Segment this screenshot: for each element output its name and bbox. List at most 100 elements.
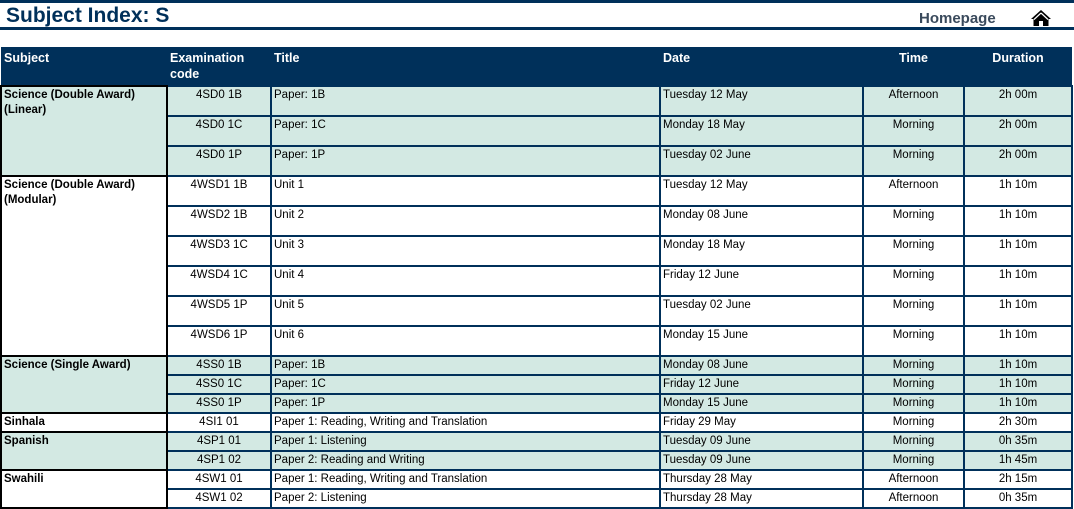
page-title: Subject Index: S [6, 4, 170, 27]
subject-cell: Spanish [0, 431, 168, 471]
exam-timetable: Subject Examination code Title Date Time… [0, 47, 1073, 509]
title-cell: Unit 5 [270, 295, 661, 327]
exam-code-cell: 4SP1 01 [166, 431, 272, 452]
time-cell: Morning [862, 205, 965, 237]
home-icon[interactable] [1030, 9, 1052, 27]
table-row: 4SS0 1C Paper: 1C Friday 12 June Morning 1h … [1, 374, 1073, 395]
title-cell: Paper: 1B [270, 355, 661, 376]
table-row: 4WSD2 1B Unit 2 Monday 08 June Morning 1h 10… [1, 205, 1073, 237]
header-subject: Subject [1, 47, 167, 86]
table-header-row: Subject Examination code Title Date Time… [1, 47, 1072, 86]
date-cell: Monday 18 May [659, 235, 864, 267]
exam-code-cell: 4WSD3 1C [166, 235, 272, 267]
table-row: 4WSD6 1P Unit 6 Monday 15 June Morning 1h 10… [1, 325, 1073, 357]
date-cell: Tuesday 09 June [659, 431, 864, 452]
duration-cell: 1h 10m [963, 355, 1073, 376]
date-cell: Friday 12 June [659, 374, 864, 395]
title-cell: Unit 6 [270, 325, 661, 357]
table-row: 4SP1 02 Paper 2: Reading and Writing Tuesd… [1, 450, 1073, 471]
header-exam-code: Examination code [167, 47, 271, 86]
table-row: 4SD0 1P Paper: 1P Tuesday 02 June Morning 2h… [1, 145, 1073, 177]
time-cell: Morning [862, 265, 965, 297]
title-cell: Paper: 1B [270, 85, 661, 117]
table-row: 4SD0 1C Paper: 1C Monday 18 May Morning 2h 0… [1, 115, 1073, 147]
time-cell: Morning [862, 295, 965, 327]
table-row: Science (Double Award) (Modular) 4WSD1 1B… [0, 175, 1073, 357]
table-row: 4WSD4 1C Unit 4 Friday 12 June Morning 1h 10… [1, 265, 1073, 297]
title-cell: Paper 1: Listening [270, 431, 661, 452]
duration-cell: 2h 15m [963, 469, 1073, 490]
title-cell: Paper: 1C [270, 115, 661, 147]
duration-cell: 1h 10m [963, 325, 1073, 357]
exam-code-cell: 4SI1 01 [166, 412, 272, 433]
duration-cell: 2h 30m [963, 412, 1073, 433]
time-cell: Afternoon [862, 85, 965, 117]
duration-cell: 1h 10m [963, 235, 1073, 267]
date-cell: Thursday 28 May [659, 488, 864, 509]
time-cell: Morning [862, 235, 965, 267]
title-cell: Unit 4 [270, 265, 661, 297]
homepage-link[interactable]: Homepage [919, 10, 996, 27]
table-row: Sinhala 4SI1 01 Paper 1: Reading, Writing … [0, 412, 1073, 433]
time-cell: Afternoon [862, 488, 965, 509]
duration-cell: 1h 10m [963, 205, 1073, 237]
date-cell: Tuesday 02 June [659, 295, 864, 327]
time-cell: Morning [862, 374, 965, 395]
title-cell: Paper 2: Listening [270, 488, 661, 509]
time-cell: Morning [862, 325, 965, 357]
subject-cell: Science (Double Award) (Linear) [0, 85, 168, 177]
table-row: 4WSD5 1P Unit 5 Tuesday 02 June Morning 1h 1… [1, 295, 1073, 327]
exam-code-cell: 4SS0 1P [166, 393, 272, 414]
date-cell: Tuesday 09 June [659, 450, 864, 471]
exam-code-cell: 4SW1 02 [166, 488, 272, 509]
table-row: 4WSD3 1C Unit 3 Monday 18 May Morning 1h 10m [1, 235, 1073, 267]
date-cell: Monday 15 June [659, 393, 864, 414]
date-cell: Tuesday 02 June [659, 145, 864, 177]
subject-cell: Swahili [0, 469, 168, 509]
duration-cell: 1h 10m [963, 393, 1073, 414]
title-cell: Paper 1: Reading, Writing and Translatio… [270, 412, 661, 433]
title-cell: Paper 2: Reading and Writing [270, 450, 661, 471]
header-title: Title [271, 47, 660, 86]
exam-code-cell: 4SP1 02 [166, 450, 272, 471]
title-cell: Unit 3 [270, 235, 661, 267]
title-underline [0, 27, 1074, 30]
exam-code-cell: 4SD0 1C [166, 115, 272, 147]
title-cell: Paper 1: Reading, Writing and Translatio… [270, 469, 661, 490]
exam-code-cell: 4WSD1 1B [166, 175, 272, 207]
title-cell: Paper: 1P [270, 145, 661, 177]
duration-cell: 1h 10m [963, 295, 1073, 327]
header-time: Time [863, 47, 964, 86]
exam-code-cell: 4WSD2 1B [166, 205, 272, 237]
exam-code-cell: 4SW1 01 [166, 469, 272, 490]
duration-cell: 1h 10m [963, 374, 1073, 395]
subject-cell: Science (Single Award) [0, 355, 168, 414]
date-cell: Tuesday 12 May [659, 175, 864, 207]
exam-code-cell: 4WSD4 1C [166, 265, 272, 297]
subject-cell: Science (Double Award) (Modular) [0, 175, 168, 357]
date-cell: Monday 08 June [659, 355, 864, 376]
time-cell: Morning [862, 145, 965, 177]
date-cell: Friday 29 May [659, 412, 864, 433]
date-cell: Monday 18 May [659, 115, 864, 147]
time-cell: Morning [862, 115, 965, 147]
table-row: Science (Single Award) 4SS0 1B Paper: 1B Mo… [0, 355, 1073, 414]
title-cell: Unit 1 [270, 175, 661, 207]
time-cell: Morning [862, 393, 965, 414]
date-cell: Tuesday 12 May [659, 85, 864, 117]
date-cell: Thursday 28 May [659, 469, 864, 490]
time-cell: Morning [862, 412, 965, 433]
date-cell: Monday 08 June [659, 205, 864, 237]
header-date: Date [660, 47, 863, 86]
table-row: 4SS0 1P Paper: 1P Monday 15 June Morning 1h … [1, 393, 1073, 414]
time-cell: Morning [862, 355, 965, 376]
duration-cell: 1h 10m [963, 265, 1073, 297]
duration-cell: 2h 00m [963, 115, 1073, 147]
duration-cell: 0h 35m [963, 488, 1073, 509]
date-cell: Monday 15 June [659, 325, 864, 357]
exam-code-cell: 4SD0 1P [166, 145, 272, 177]
time-cell: Morning [862, 431, 965, 452]
title-cell: Paper: 1P [270, 393, 661, 414]
duration-cell: 2h 00m [963, 85, 1073, 117]
table-row: Swahili 4SW1 01 Paper 1: Reading, Writing … [0, 469, 1073, 509]
